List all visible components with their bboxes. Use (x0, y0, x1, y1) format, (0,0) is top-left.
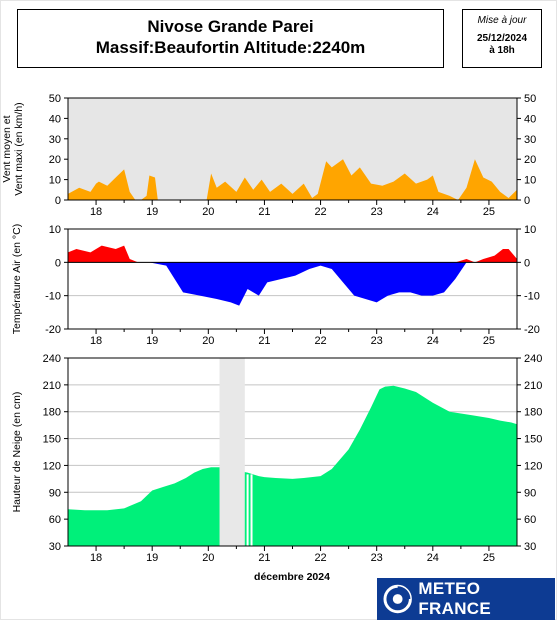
x-tick-label: 24 (427, 552, 439, 564)
y-tick-label-left: 10 (49, 224, 61, 236)
meteo-logo-icon (383, 584, 412, 614)
x-tick-label: 18 (90, 335, 102, 347)
y-tick-label-left: 60 (49, 514, 61, 526)
y-axis-label: Hauteur de Neige (en cm) (11, 392, 23, 513)
y-tick-label-left: 180 (43, 407, 61, 419)
x-tick-label: 21 (258, 552, 270, 564)
x-tick-label: 25 (483, 335, 495, 347)
x-tick-label: 19 (146, 335, 158, 347)
update-box: Mise à jour 25/12/2024 à 18h (462, 9, 542, 68)
x-tick-label: 20 (202, 335, 214, 347)
y-tick-label-right: 180 (524, 407, 542, 419)
y-tick-label-left: 30 (49, 541, 61, 553)
y-tick-label-left: 210 (43, 380, 61, 392)
station-title: Nivose Grande Parei (147, 17, 314, 36)
meteo-france-logo: METEO FRANCE (377, 578, 555, 620)
y-tick-label-right: 240 (524, 353, 542, 365)
plot-background (68, 98, 517, 200)
x-tick-label: 22 (314, 335, 326, 347)
x-tick-label: 22 (314, 552, 326, 564)
y-tick-label-right: 210 (524, 380, 542, 392)
x-tick-label: 25 (483, 552, 495, 564)
y-tick-label-left: -20 (45, 324, 61, 336)
y-tick-label-left: 150 (43, 434, 61, 446)
x-tick-label: 19 (146, 206, 158, 218)
x-tick-label: 18 (90, 552, 102, 564)
y-tick-label-right: 20 (524, 154, 536, 166)
y-tick-label-right: 120 (524, 460, 542, 472)
x-tick-label: 19 (146, 552, 158, 564)
y-axis-label: Température Air (en °C) (11, 224, 23, 334)
x-tick-label: 23 (371, 335, 383, 347)
x-tick-label: 24 (427, 335, 439, 347)
temperature-panel: -20 -20 -10 -10 0 0 10 10 18 19 20 21 22 23 24 25 Tempér… (11, 224, 540, 347)
missing-data-band (219, 358, 245, 546)
y-tick-label-left: 30 (49, 134, 61, 146)
y-tick-label-left: 20 (49, 154, 61, 166)
y-tick-label-right: 10 (524, 224, 536, 236)
y-tick-label-right: -20 (524, 324, 540, 336)
x-tick-label: 20 (202, 552, 214, 564)
x-tick-label: 20 (202, 206, 214, 218)
temperature-positive-area (68, 245, 517, 263)
y-tick-label-right: 30 (524, 134, 536, 146)
y-tick-label-right: 40 (524, 113, 536, 125)
y-tick-label-right: 0 (524, 257, 530, 269)
y-tick-label-left: 0 (55, 195, 61, 207)
x-tick-label: 23 (371, 552, 383, 564)
y-tick-label-left: 40 (49, 113, 61, 125)
x-axis-month-label: décembre 2024 (254, 571, 330, 583)
y-tick-label-left: 90 (49, 487, 61, 499)
update-label: Mise à jour (477, 15, 527, 26)
x-tick-label: 23 (371, 206, 383, 218)
wind-panel: 0 0 10 10 20 20 30 30 40 40 50 50 18 19 20 21 22 23 24 25 Ve… (1, 93, 536, 218)
y-tick-label-left: 10 (49, 175, 61, 187)
y-tick-label-left: 240 (43, 353, 61, 365)
x-tick-label: 22 (314, 206, 326, 218)
y-tick-label-right: 150 (524, 434, 542, 446)
x-tick-label: 24 (427, 206, 439, 218)
y-axis-label-line2: Vent maxi (en km/h) (13, 102, 25, 195)
y-axis-label-line1: Vent moyen et (1, 115, 13, 182)
snow-panel: 30 30 60 60 90 90 120 120 150 150 180 180 210 210 240 2… (11, 353, 542, 564)
y-tick-label-left: -10 (45, 291, 61, 303)
y-tick-label-left: 0 (55, 257, 61, 269)
y-tick-label-right: -10 (524, 291, 540, 303)
x-tick-label: 18 (90, 206, 102, 218)
y-tick-label-right: 90 (524, 487, 536, 499)
update-date: 25/12/2024 (476, 33, 528, 44)
brand-name: METEO FRANCE (418, 579, 491, 618)
x-tick-label: 21 (258, 335, 270, 347)
y-tick-label-right: 60 (524, 514, 536, 526)
station-subtitle: Massif:Beaufortin Altitude:2240m (95, 38, 366, 57)
y-tick-label-right: 0 (524, 195, 530, 207)
y-tick-label-right: 50 (524, 93, 536, 105)
y-tick-label-right: 30 (524, 541, 536, 553)
wind-area (68, 159, 517, 200)
x-tick-label: 25 (483, 206, 495, 218)
y-tick-label-right: 10 (524, 175, 536, 187)
y-tick-label-left: 50 (49, 93, 61, 105)
x-tick-label: 21 (258, 206, 270, 218)
title-box: Nivose Grande Parei Massif:Beaufortin Al… (17, 9, 444, 68)
temperature-negative-area (68, 262, 517, 306)
update-time: à 18h (489, 45, 515, 56)
snow-depth-area (68, 385, 517, 546)
y-tick-label-left: 120 (43, 460, 61, 472)
